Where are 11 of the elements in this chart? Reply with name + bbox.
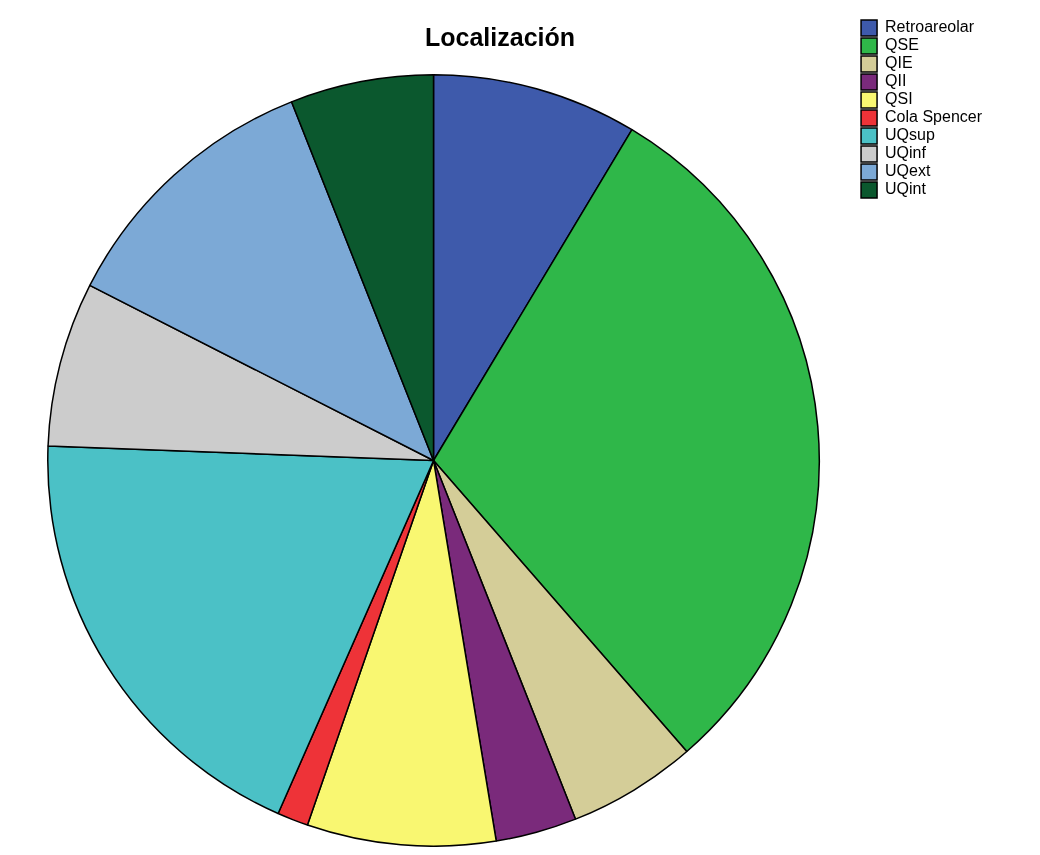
legend-label: UQint [885,180,927,198]
legend-label: QII [885,72,907,90]
legend-label: UQext [885,162,931,180]
legend-label: Retroareolar [885,18,975,36]
legend-label: QSI [885,90,913,108]
legend-label: QSE [885,36,919,54]
legend-label: Cola Spencer [885,108,983,126]
chart-title: Localización [424,22,576,51]
legend-label: UQinf [885,144,927,162]
legend-label: QIE [885,54,913,72]
legend-label: UQsup [885,126,935,144]
